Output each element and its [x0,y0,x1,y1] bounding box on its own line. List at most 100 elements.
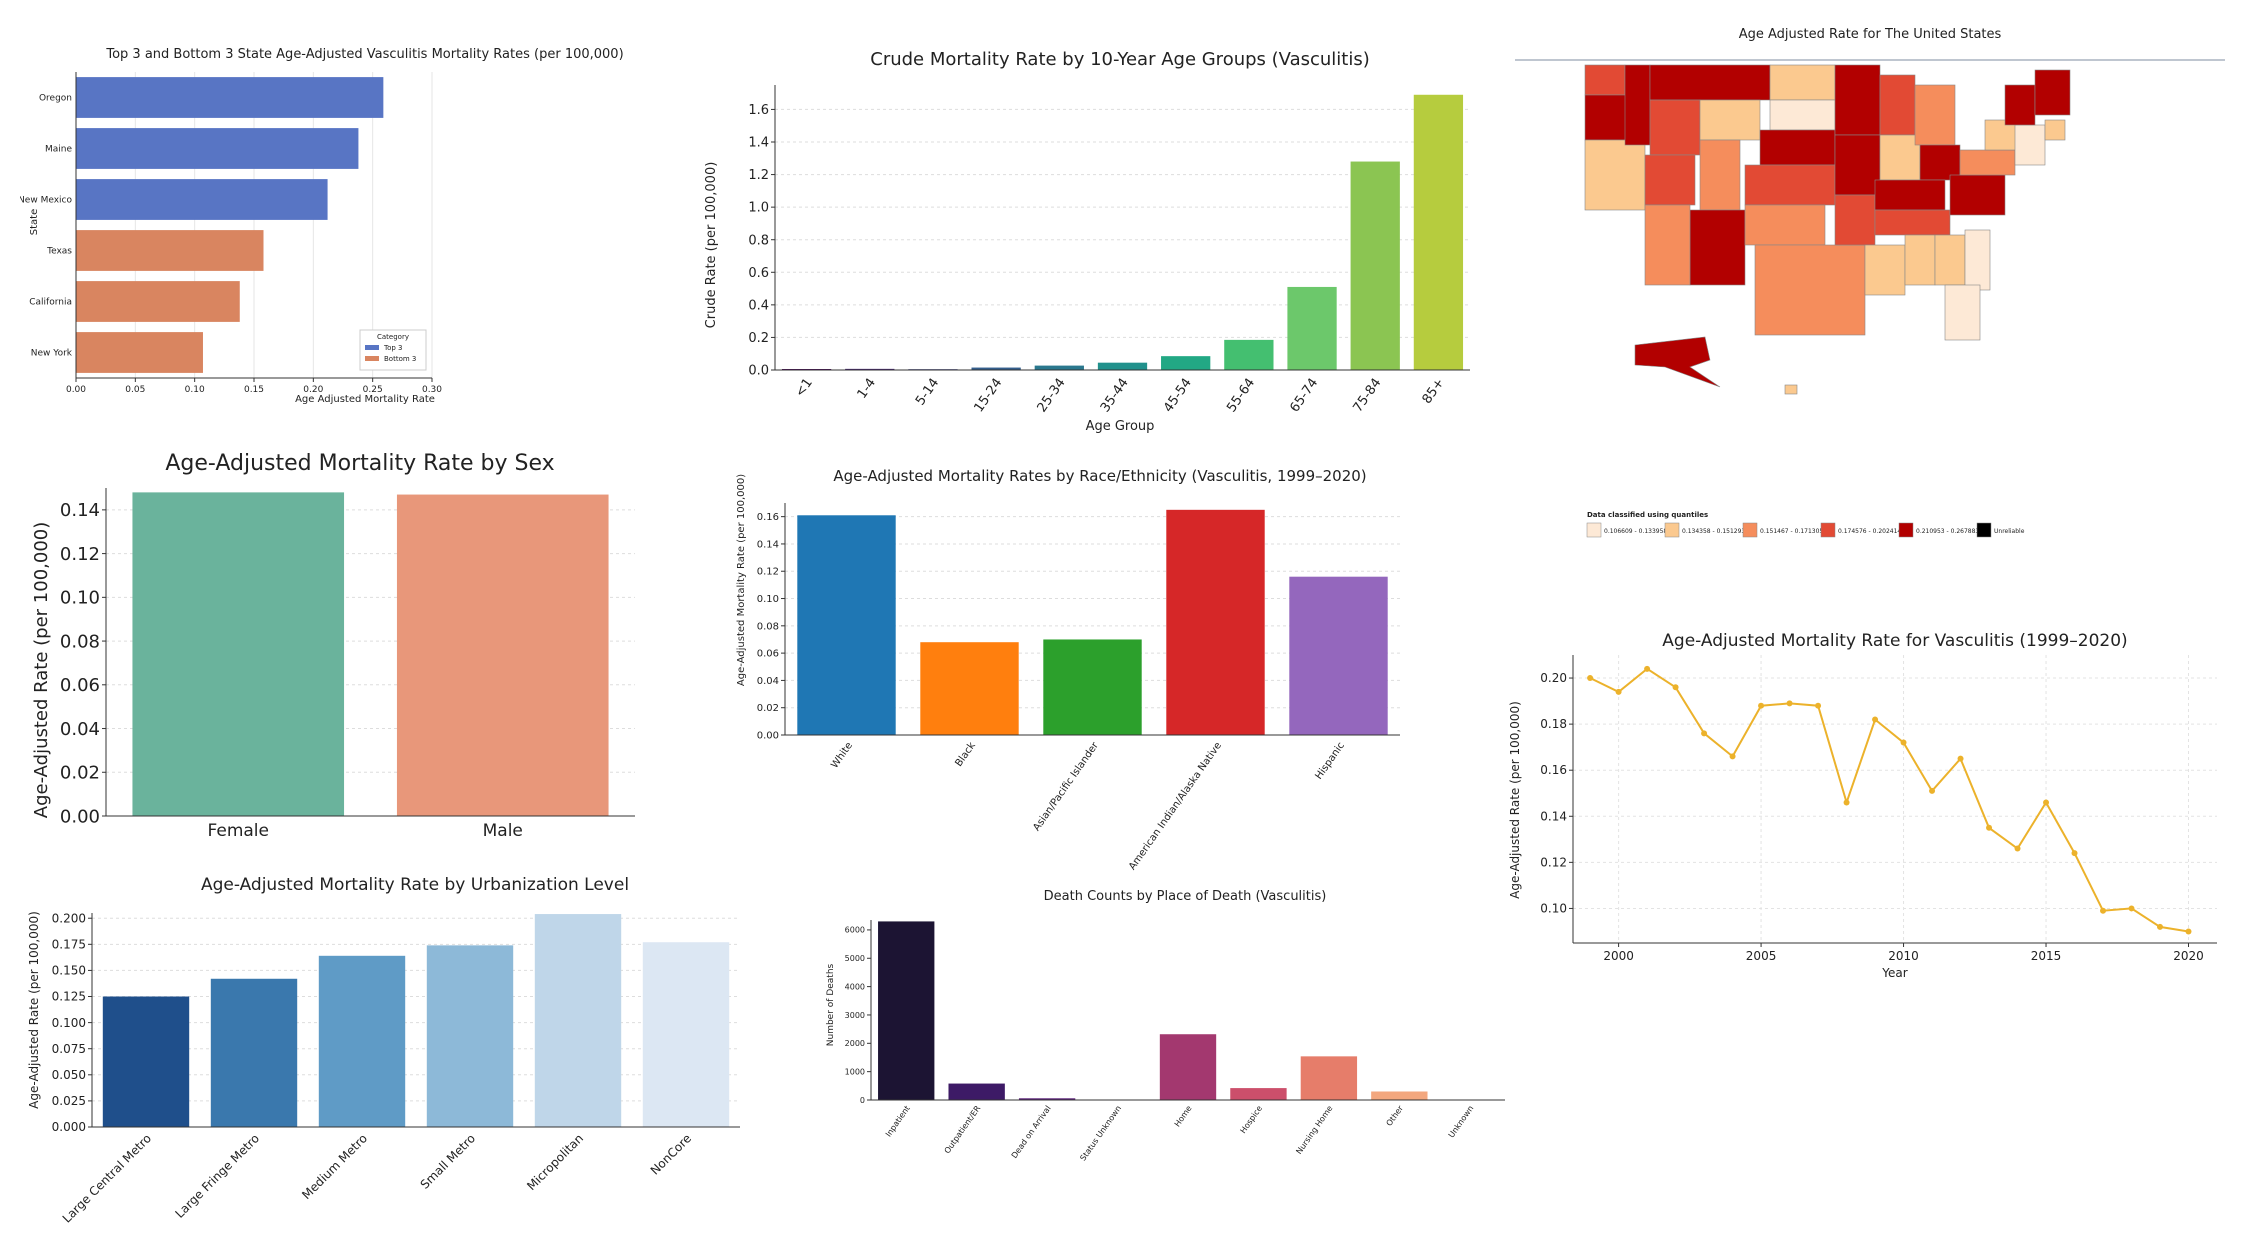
chart-title: Crude Mortality Rate by 10-Year Age Grou… [870,49,1370,70]
x-tick-label: 15-24 [971,376,1005,416]
state-shape [1944,284,1981,341]
x-tick-label: 2000 [1603,949,1634,963]
bar [920,642,1019,735]
states-chart: Top 3 and Bottom 3 State Age-Adjusted Va… [18,47,624,405]
y-tick-label: 0.08 [757,621,779,632]
data-point [1815,702,1822,709]
bar [210,978,298,1127]
bar [1230,1088,1287,1100]
state-shape [1879,74,1916,136]
x-tick-label: Hispanic [1314,740,1347,781]
state-shape [1759,129,1836,166]
state-shape [1834,134,1881,196]
legend-label: 0.174576 - 0.202414 [1838,528,1901,535]
legend-label: 0.151467 - 0.171305 [1760,528,1823,535]
y-axis-label: Crude Rate (per 100,000) [704,162,719,329]
map-title: Age Adjusted Rate for The United States [1739,27,2002,42]
bar [948,1083,1005,1100]
us-map: Age Adjusted Rate for The United States … [1515,27,2225,538]
bar [318,955,406,1127]
data-point [1900,739,1907,746]
x-tick-label: 65-74 [1287,376,1321,416]
bar [878,921,935,1100]
trend-chart: Age-Adjusted Mortality Rate for Vasculit… [1508,631,2217,980]
y-tick-label: 0.04 [757,676,779,687]
data-point [1615,688,1622,695]
legend-swatch [1898,522,1914,538]
x-axis-label: Age Group [1086,419,1155,434]
sex-chart-panel: Age-Adjusted Mortality Rate by Sex 0.00 0… [20,440,660,841]
y-tick-label: 0.10 [60,588,100,609]
state-shape [1864,244,1906,296]
y-tick-label: 0.14 [1540,809,1567,823]
plot-area: 0.10 0.12 0.14 0.16 0.18 0.20 2000 2005 2010 2015… [1540,655,2217,963]
x-tick-label: Dead on Arrival [1010,1104,1053,1160]
data-point [2100,907,2107,914]
y-axis-label: Age-Adjusted Rate (per 100,000) [1508,701,1522,899]
state-shape [1689,209,1746,286]
y-tick-label: 0.10 [1540,901,1567,915]
place-of-death-chart-panel: Death Counts by Place of Death (Vasculit… [815,880,1515,1200]
state-shape [1904,234,1936,286]
race-chart-panel: Age-Adjusted Mortality Rates by Race/Eth… [730,465,1410,885]
y-tick-label: 0.06 [60,675,100,696]
plot-area: 0.00 0.02 0.04 0.06 0.08 0.10 0.12 0.14 0.16 Whit… [757,503,1400,872]
bar [797,515,896,735]
y-tick-label: 0.075 [52,1042,86,1056]
legend-title: Category [377,333,409,341]
bar [845,368,895,370]
x-tick-label: 2020 [2173,949,2204,963]
legend-swatch [1664,522,1680,538]
y-tick-label: 0.200 [52,911,86,925]
x-tick-label: 75-84 [1351,376,1385,416]
y-tick-label: 0.00 [757,731,779,742]
x-tick-label: 0.30 [422,385,442,395]
y-tick-label: 0.04 [60,719,100,740]
y-tick-label: New York [31,349,73,359]
plot-area: 0.000 0.025 0.050 0.075 0.100 0.125 0.150 0.175… [52,911,740,1226]
map-legend: 0.106609 - 0.133958 0.134358 - 0.151293 0.… [1586,522,2025,538]
legend-swatch [1820,522,1836,538]
data-point [1986,824,1993,831]
map-shapes [1584,64,2071,395]
state-shape [1874,209,1951,236]
x-tick-label: NonCore [648,1131,694,1177]
state-shape [1584,64,1626,96]
y-tick-label: 3000 [845,1011,865,1020]
race-chart: Age-Adjusted Mortality Rates by Race/Eth… [736,467,1400,872]
legend-label: 0.106609 - 0.133958 [1604,528,1667,535]
y-tick-label: 1.6 [748,103,769,118]
y-tick-label: Maine [45,145,72,155]
bar [1300,1056,1358,1100]
data-point [1957,755,1964,762]
data-point [1644,665,1651,672]
bar [1371,1091,1428,1100]
series-line [1589,667,2189,933]
y-tick-label: 0.4 [748,298,769,313]
y-tick-label: 0.06 [757,649,779,660]
x-tick-label: Home [1173,1104,1194,1129]
state-shape [1699,99,1761,141]
x-tick-label: 55-64 [1224,376,1258,416]
x-tick-label: Large Central Metro [60,1131,154,1225]
plot-area: 0 1000 2000 3000 4000 5000 6000 Inpatient Outpat… [845,920,1505,1163]
data-point [1758,702,1765,709]
y-tick-label: 0.02 [60,763,100,784]
bar [1166,509,1265,735]
bar [76,281,240,322]
y-tick-label: 0.14 [757,539,779,550]
y-tick-label: California [29,298,72,308]
bar [1043,639,1142,735]
state-shape [1934,234,1966,286]
state-shape [1744,164,1836,206]
urbanization-chart-panel: Age-Adjusted Mortality Rate by Urbanizat… [20,870,750,1230]
x-tick-label: 25-34 [1035,376,1069,416]
x-tick-label: American Indian/Alaska Native [1127,740,1224,872]
x-tick-label: Medium Metro [299,1131,370,1202]
x-tick-label: 0.15 [244,385,264,395]
y-tick-label: 0.125 [52,990,86,1004]
urbanization-chart: Age-Adjusted Mortality Rate by Urbanizat… [27,875,740,1226]
state-shape [1914,84,1956,146]
y-tick-label: 0.0 [748,364,769,379]
y-tick-label: 1.4 [748,136,769,151]
